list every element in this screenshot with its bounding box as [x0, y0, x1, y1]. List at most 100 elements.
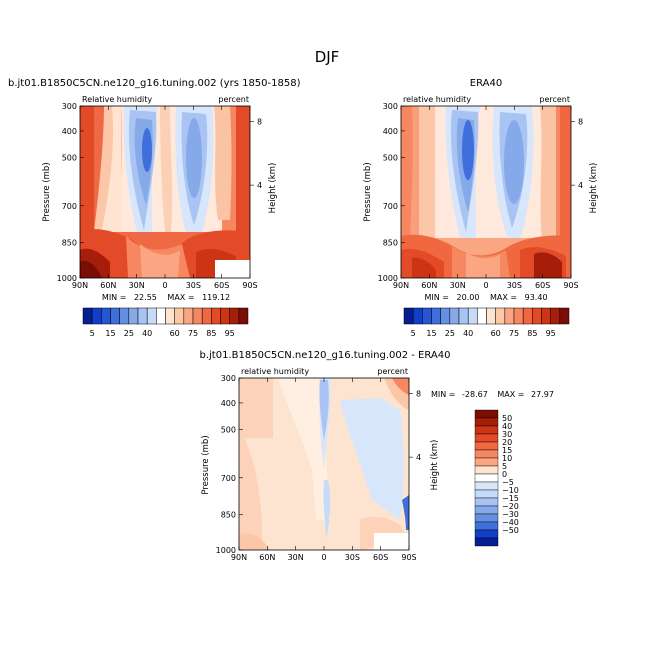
panel-model-ylabel: Pressure (mb) — [42, 162, 52, 221]
colorbar-box — [119, 307, 130, 325]
y2-tick-label: 8 — [416, 389, 421, 398]
colorbar-label: 40 — [142, 329, 152, 338]
panel-model-right-label: percent — [218, 95, 249, 104]
colorbar-label: 95 — [225, 329, 235, 338]
panel-diff-max-value: 27.97 — [531, 390, 554, 399]
panel-diff-min-label: MIN = — [431, 390, 456, 399]
y2-tick-label: 4 — [578, 181, 583, 190]
colorbar-box — [474, 465, 499, 475]
colorbar-box — [532, 307, 542, 325]
y-tick-label: 500 — [383, 154, 398, 163]
colorbar-box — [474, 409, 499, 419]
colorbar-box — [201, 307, 212, 325]
colorbar-box — [146, 307, 157, 325]
colorbar-box — [412, 307, 423, 325]
colorbar-label: 15 — [426, 329, 436, 338]
x-tick-label: 60N — [421, 281, 437, 290]
colorbar-box — [211, 307, 221, 325]
colorbar-box — [156, 307, 166, 325]
panel-diff-axes: 90N 60N 30N 0 30S 60S 90S 300 400 500 700 850 1000 8 4 — [216, 374, 421, 562]
colorbar-box — [110, 307, 120, 325]
x-tick-label: 60S — [214, 281, 229, 290]
y-tick-label: 850 — [62, 239, 77, 248]
panel-diff-left-label: relative humidity — [241, 367, 309, 376]
y-tick-label: 500 — [62, 154, 77, 163]
colorbar-label: 95 — [546, 329, 556, 338]
x-tick-label: 90S — [401, 553, 416, 562]
colorbar-box — [474, 449, 499, 459]
y-tick-label: 400 — [221, 399, 236, 408]
y-tick-label: 1000 — [216, 546, 236, 555]
colorbar-box — [474, 457, 499, 467]
panel-diff-min-value: -28.67 — [462, 390, 488, 399]
colorbar-box — [522, 307, 533, 325]
colorbar-box — [550, 307, 561, 325]
x-tick-label: 30N — [129, 281, 145, 290]
colorbar-box — [474, 433, 499, 443]
colorbar-label: −50 — [502, 526, 519, 535]
colorbar-box — [474, 441, 499, 451]
colorbar-label: 60 — [491, 329, 501, 338]
colorbar-box — [431, 307, 441, 325]
panel-difference: b.jt01.B1850C5CN.ne120_g16.tuning.002 - … — [200, 350, 554, 562]
colorbar-label: −5 — [502, 478, 514, 487]
y-tick-label: 850 — [221, 511, 236, 520]
x-tick-label: 60S — [373, 553, 388, 562]
panel-obs-stats: MIN = 20.00 MAX = 93.40 — [424, 293, 547, 302]
colorbar-box — [474, 425, 499, 435]
panel-diff-field — [239, 378, 409, 550]
colorbar-label: 20 — [502, 438, 512, 447]
colorbar-box — [477, 307, 487, 325]
colorbar-label: −15 — [502, 494, 519, 503]
y2-tick-label: 4 — [416, 453, 421, 462]
colorbar-label: 75 — [509, 329, 519, 338]
colorbar-box — [137, 307, 148, 325]
panel-model-stats: MIN = 22.55 MAX = 119.12 — [102, 293, 230, 302]
colorbar-box — [559, 307, 570, 325]
panel-diff-right-label: percent — [377, 367, 408, 376]
y2-tick-label: 4 — [257, 181, 262, 190]
colorbar-box — [486, 307, 496, 325]
colorbar-box — [101, 307, 111, 325]
colorbar-box — [474, 417, 499, 427]
colorbar-box — [474, 521, 499, 531]
colorbar-box — [474, 529, 499, 539]
colorbar-box — [474, 513, 499, 523]
colorbar-box — [504, 307, 515, 325]
colorbar-label: 5 — [502, 462, 507, 471]
y-tick-label: 400 — [62, 127, 77, 136]
x-tick-label: 60S — [535, 281, 550, 290]
colorbar-label: 5 — [411, 329, 416, 338]
x-tick-label: 90S — [563, 281, 578, 290]
panel-model-min-label: MIN = — [102, 293, 127, 302]
panel-model: b.jt01.B1850C5CN.ne120_g16.tuning.002 (y… — [8, 78, 301, 338]
colorbar-box — [474, 505, 499, 515]
panel-model-max-value: 119.12 — [202, 293, 230, 302]
colorbar-box — [165, 307, 175, 325]
y-tick-label: 850 — [383, 239, 398, 248]
x-tick-label: 30N — [288, 553, 304, 562]
panel-obs-field — [401, 106, 571, 278]
colorbar-label: −40 — [502, 518, 519, 527]
y2-tick-label: 8 — [578, 117, 583, 126]
y-tick-label: 1000 — [57, 274, 77, 283]
panel-diff-ylabel: Pressure (mb) — [201, 435, 211, 494]
colorbar-box — [440, 307, 451, 325]
colorbar-model: 5 15 25 40 60 75 85 95 — [82, 307, 249, 338]
x-tick-label: 30S — [186, 281, 201, 290]
y-tick-label: 300 — [383, 102, 398, 111]
colorbar-box — [403, 307, 414, 325]
colorbar-label: −20 — [502, 502, 519, 511]
colorbar-label: 60 — [170, 329, 180, 338]
panel-obs-max-label: MAX = — [490, 293, 517, 302]
panel-model-left-label: Relative humidity — [82, 95, 152, 104]
panel-obs-max-value: 93.40 — [525, 293, 548, 302]
colorbar-label: 85 — [206, 329, 216, 338]
y-tick-label: 400 — [383, 127, 398, 136]
x-tick-label: 30N — [450, 281, 466, 290]
colorbar-box — [238, 307, 249, 325]
colorbar-label: 15 — [105, 329, 115, 338]
panel-obs-min-label: MIN = — [424, 293, 449, 302]
colorbar-label: 25 — [124, 329, 134, 338]
y-tick-label: 700 — [62, 202, 77, 211]
